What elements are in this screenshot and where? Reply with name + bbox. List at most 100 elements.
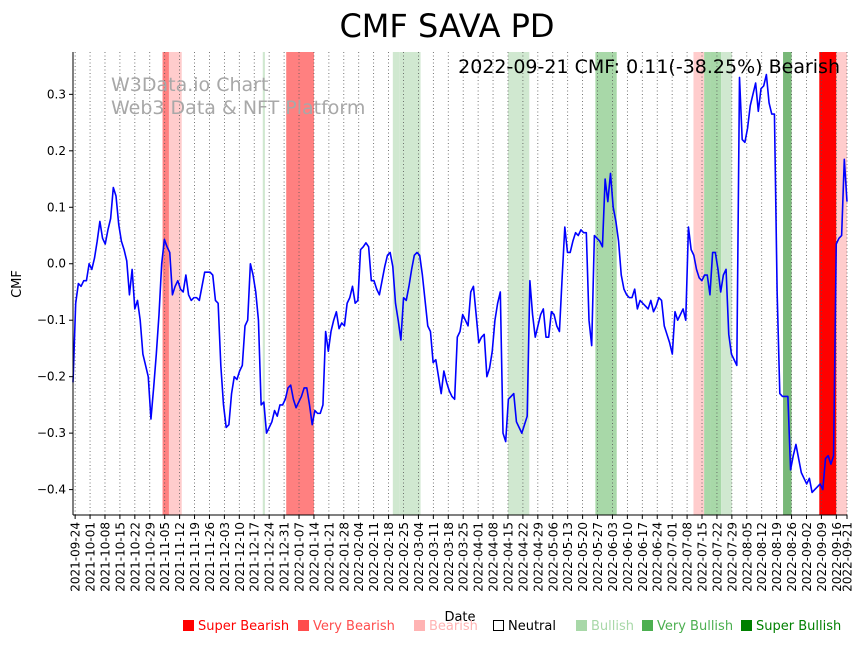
legend-label: Super Bullish: [756, 619, 842, 634]
x-tick-label: 2022-02-11: [367, 522, 381, 592]
x-tick-label: 2022-01-28: [337, 522, 351, 592]
x-tick-label: 2022-05-13: [561, 522, 575, 592]
x-ticks: 2021-09-24 2021-10-01 2021-10-08 2021-10-15…: [69, 515, 855, 592]
x-tick-label: 2021-10-15: [113, 522, 127, 592]
y-tick-label: −0.3: [37, 426, 66, 440]
x-tick-label: 2021-12-10: [233, 522, 247, 592]
legend-label: Super Bearish: [198, 619, 290, 634]
y-tick-label: 0.0: [47, 257, 66, 271]
legend-item-neutral: Neutral: [493, 619, 556, 634]
band-very-bullish: [595, 52, 617, 515]
x-tick-label: 2022-05-20: [576, 522, 590, 592]
x-tick-label: 2022-08-12: [755, 522, 769, 592]
x-tick-label: 2022-01-14: [307, 522, 321, 592]
legend-swatch-icon: [642, 620, 653, 631]
x-tick-label: 2021-10-22: [128, 522, 142, 592]
band-super-bearish: [819, 52, 837, 515]
x-tick-label: 2022-02-18: [382, 522, 396, 592]
band-bullish: [507, 52, 530, 515]
x-tick-label: 2022-02-04: [352, 522, 366, 592]
x-tick-label: 2022-03-18: [442, 522, 456, 592]
x-tick-label: 2022-07-01: [666, 522, 680, 592]
legend-item-super-bearish: Super Bearish: [183, 619, 289, 634]
band-super-bullish: [783, 52, 792, 515]
y-axis-label: CMF: [10, 270, 25, 298]
legend-swatch-icon: [493, 620, 504, 631]
x-grid: [74, 52, 848, 515]
x-tick-label: 2021-12-03: [218, 522, 232, 592]
legend-item-bearish: Bearish: [414, 619, 478, 634]
x-tick-label: 2022-06-17: [636, 522, 650, 592]
x-tick-label: 2022-09-02: [800, 522, 814, 592]
y-tick-label: −0.4: [37, 483, 66, 497]
x-tick-label: 2021-10-29: [143, 522, 157, 592]
legend-label: Bullish: [591, 619, 635, 634]
band-bullish: [392, 52, 400, 515]
band-very-bullish: [704, 52, 711, 515]
x-tick-label: 2022-03-25: [457, 522, 471, 592]
sentiment-bands: [162, 52, 847, 515]
band-very-bearish: [286, 52, 314, 515]
y-tick-label: 0.3: [47, 87, 66, 101]
x-tick-label: 2022-07-29: [725, 522, 739, 592]
legend-label: Neutral: [508, 619, 556, 634]
band-bearish: [836, 52, 847, 515]
legend-item-very-bearish: Very Bearish: [298, 619, 395, 634]
x-tick-label: 2022-03-04: [412, 522, 426, 592]
legend-swatch-icon: [183, 620, 194, 631]
chart-title: CMF SAVA PD: [339, 7, 554, 45]
x-tick-label: 2022-05-06: [546, 522, 560, 592]
x-tick-label: 2021-12-17: [248, 522, 262, 592]
x-tick-label: 2022-04-15: [501, 522, 515, 592]
watermark: W3Data.io Chart Web3 Data & NFT Platform: [111, 74, 365, 119]
y-ticks: −0.4 −0.3 −0.2 −0.1 0.0 0.1 0.2 0.3: [37, 87, 73, 497]
x-tick-label: 2022-06-03: [606, 522, 620, 592]
x-tick-label: 2021-12-24: [263, 522, 277, 592]
axes: [72, 52, 847, 516]
band-bearish: [693, 52, 705, 515]
x-tick-label: 2022-02-25: [397, 522, 411, 592]
x-axis-label: Date: [444, 610, 475, 625]
watermark-line-2: Web3 Data & NFT Platform: [111, 97, 365, 119]
x-tick-label: 2022-07-08: [681, 522, 695, 592]
y-tick-label: −0.2: [37, 370, 66, 384]
legend-label: Very Bullish: [657, 619, 734, 634]
legend-swatch-icon: [576, 620, 587, 631]
x-tick-label: 2022-03-11: [427, 522, 441, 592]
y-tick-label: 0.1: [47, 200, 66, 214]
x-tick-label: 2022-08-26: [785, 522, 799, 592]
x-tick-label: 2021-11-12: [173, 522, 187, 592]
band-very-bearish: [162, 52, 169, 515]
legend: Super Bearish Very Bearish Bearish Neutral B…: [0, 619, 867, 639]
x-tick-label: 2021-11-05: [158, 522, 172, 592]
x-tick-label: 2022-07-22: [710, 522, 724, 592]
x-tick-label: 2022-09-21: [841, 522, 855, 592]
x-tick-label: 2021-11-26: [203, 522, 217, 592]
x-tick-label: 2021-11-19: [188, 522, 202, 592]
legend-swatch-icon: [414, 620, 425, 631]
x-tick-label: 2022-05-27: [591, 522, 605, 592]
x-tick-label: 2022-08-05: [740, 522, 754, 592]
x-tick-label: 2022-08-19: [770, 522, 784, 592]
legend-swatch-icon: [298, 620, 309, 631]
legend-swatch-icon: [741, 620, 752, 631]
cmf-series-line: [72, 73, 848, 494]
legend-item-very-bullish: Very Bullish: [642, 619, 733, 634]
legend-item-super-bullish: Super Bullish: [741, 619, 841, 634]
x-tick-label: 2022-04-29: [531, 522, 545, 592]
x-tick-label: 2022-04-22: [516, 522, 530, 592]
x-tick-label: 2022-04-08: [487, 522, 501, 592]
x-tick-label: 2021-10-08: [98, 522, 112, 592]
x-tick-label: 2022-04-01: [472, 522, 486, 592]
x-tick-label: 2021-12-31: [278, 522, 292, 592]
band-very-bullish: [710, 52, 722, 515]
legend-label: Very Bearish: [313, 619, 395, 634]
y-tick-label: −0.1: [37, 313, 66, 327]
x-tick-label: 2022-01-21: [322, 522, 336, 592]
x-tick-label: 2022-07-15: [696, 522, 710, 592]
status-annotation: 2022-09-21 CMF: 0.11(-38.25%) Bearish: [458, 56, 840, 78]
x-tick-label: 2021-09-24: [69, 522, 83, 592]
legend-label: Bearish: [429, 619, 478, 634]
x-tick-label: 2022-01-07: [293, 522, 307, 592]
